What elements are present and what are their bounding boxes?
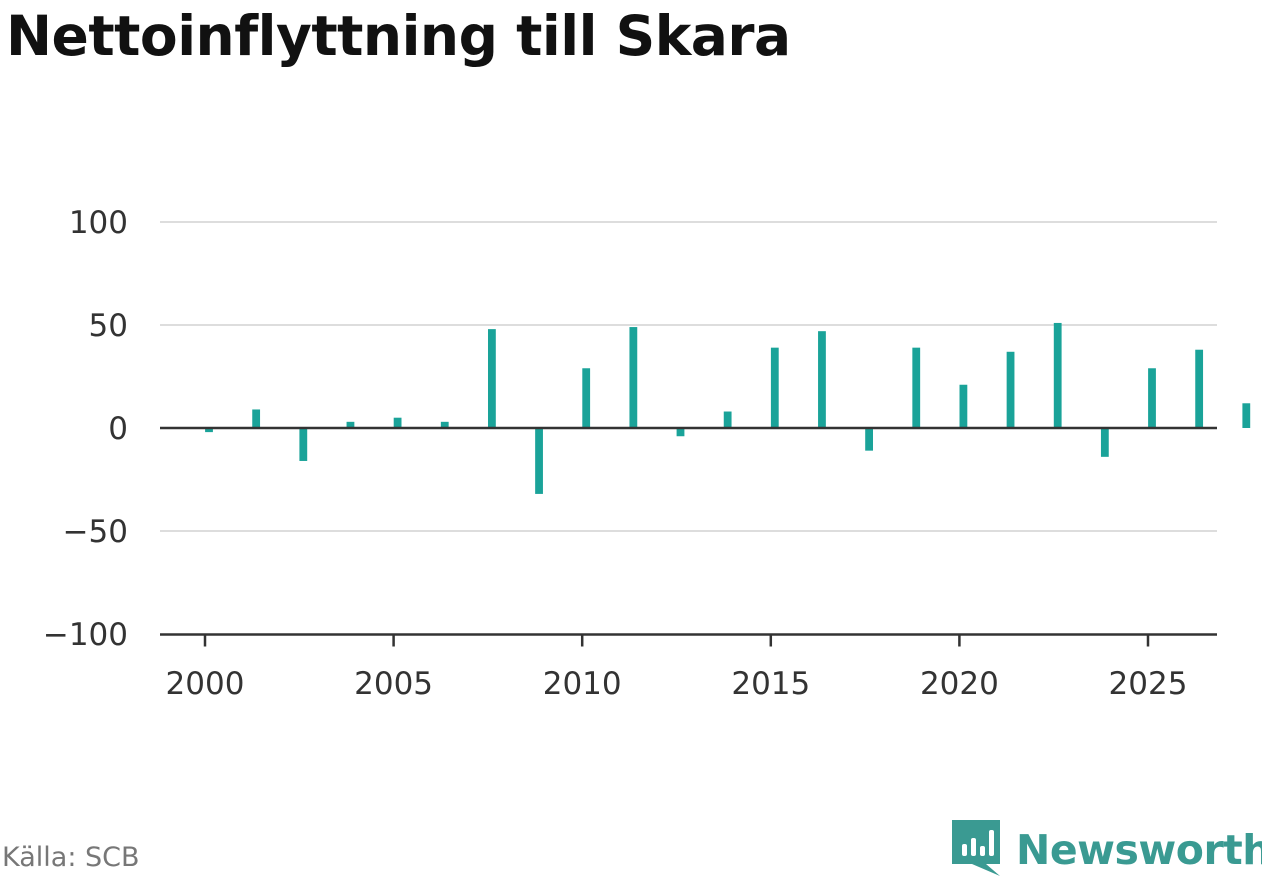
y-tick-label: −100: [43, 617, 128, 653]
bar: [723, 411, 732, 428]
bar: [440, 421, 449, 428]
bar: [676, 428, 685, 437]
x-tick-label: 2010: [543, 666, 622, 702]
brand[interactable]: Newsworthy: [950, 818, 1262, 882]
bar: [1100, 428, 1109, 457]
y-tick-label: 0: [108, 411, 128, 447]
bar: [1053, 322, 1062, 428]
y-axis-labels: 100 50 0 −50 −100: [43, 205, 128, 653]
x-tick-label: 2015: [731, 666, 810, 702]
bars: [205, 322, 1251, 494]
bar: [488, 329, 496, 428]
x-tick-label: 2005: [354, 666, 433, 702]
bar: [535, 428, 543, 494]
bar: [770, 347, 779, 428]
brand-name: Newsworthy: [1016, 826, 1262, 874]
bar: [959, 384, 968, 428]
y-tick-label: 100: [69, 205, 128, 241]
bar: [865, 428, 873, 451]
gridlines: [160, 221, 1217, 532]
bar: [1006, 351, 1015, 428]
chart-title: Nettoinflyttning till Skara: [6, 4, 791, 68]
y-tick-label: −50: [63, 514, 128, 550]
bar: [393, 417, 402, 428]
x-tick-label: 2000: [166, 666, 245, 702]
newsworthy-logo-icon: [950, 818, 1002, 882]
bar: [629, 327, 638, 428]
x-axis-labels: 2000 2005 2010 2015 2020 2025: [166, 666, 1188, 702]
bar: [1242, 403, 1251, 428]
bar: [582, 368, 591, 428]
source-note: Källa: SCB: [2, 842, 140, 873]
x-tick-label: 2025: [1109, 666, 1188, 702]
bar: [205, 428, 213, 433]
bar: [346, 421, 355, 428]
axes: [160, 426, 1217, 647]
bar: [912, 347, 921, 428]
bar: [299, 428, 308, 461]
x-tick-label: 2020: [920, 666, 999, 702]
bar: [1148, 368, 1156, 428]
y-tick-label: 50: [89, 308, 128, 344]
bar: [818, 331, 826, 428]
bar-chart: 100 50 0 −50 −100 2000 2005 2010 2015 2020 2025: [43, 205, 1251, 702]
bar: [1195, 349, 1204, 428]
bar: [252, 409, 261, 428]
